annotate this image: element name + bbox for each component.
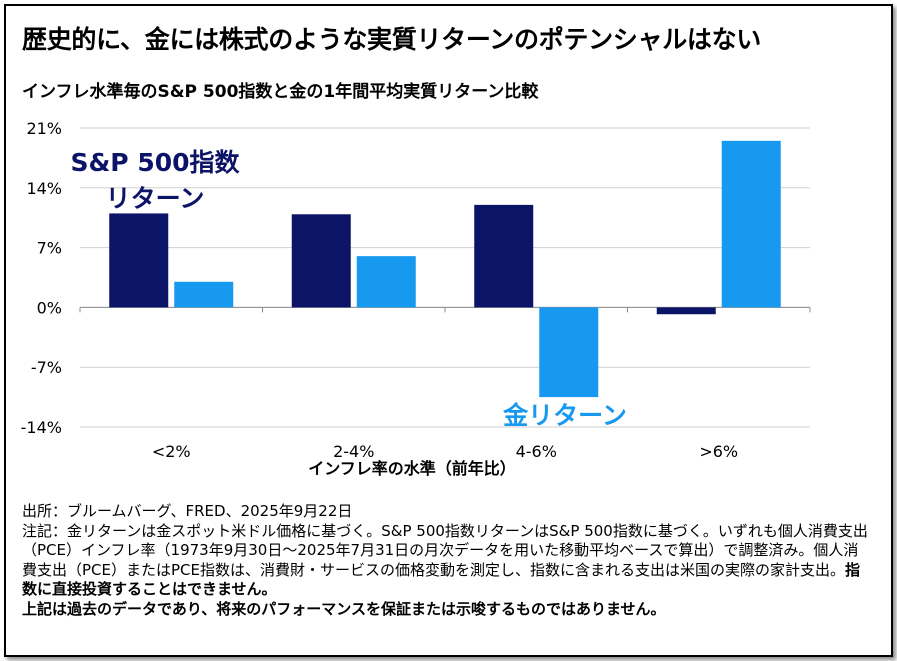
source-note: 出所：ブルームバーグ、FRED、2025年9月22日 <box>22 502 353 520</box>
y-tick-label: 14% <box>26 179 62 198</box>
gold-annotation: 金リターン <box>502 401 627 430</box>
notes-paragraph: 注記：金リターンは金スポット米ドル価格に基づく。S&P 500指数リターンはS&… <box>22 522 872 620</box>
y-tick-label: -7% <box>31 358 62 377</box>
chart-subtitle: インフレ水準毎のS&P 500指数と金の1年間平均実質リターン比較 <box>22 82 539 102</box>
y-tick-label: 0% <box>37 298 62 317</box>
sp500-bar <box>656 307 716 315</box>
x-tick-label: 2-4% <box>333 442 374 461</box>
gold-bar <box>356 256 416 308</box>
y-tick-label: 21% <box>26 119 62 138</box>
sp500-annotation-line2: リターン <box>106 184 205 213</box>
x-axis-label: インフレ率の水準（前年比） <box>308 459 516 478</box>
gold-bar <box>174 281 234 308</box>
footnotes: 出所：ブルームバーグ、FRED、2025年9月22日 注記：金リターンは金スポッ… <box>22 502 872 619</box>
x-tick-label: >6% <box>699 442 738 461</box>
sp500-annotation-line1: S&P 500指数 <box>70 148 240 177</box>
notes-bold-disclaimer-2: 上記は過去のデータであり、将来のパフォーマンスを保証または示唆するものではありま… <box>22 599 666 618</box>
x-tick-label: 4-6% <box>516 442 557 461</box>
y-tick-label: -14% <box>21 418 62 437</box>
chart-title: 歴史的に、金には株式のような実質リターンのポテンシャルはない <box>22 25 762 54</box>
bars <box>109 140 781 398</box>
tick-labels: 21% 14% 7% 0% -7% -14% <2% 2-4% 4-6% >6% <box>21 119 738 461</box>
y-tick-label: 7% <box>37 239 62 258</box>
gold-bar <box>721 140 781 308</box>
chart-frame <box>4 4 893 657</box>
sp500-bar <box>109 213 169 308</box>
notes-bold-disclaimer-1: 指数に直接投資することはできません。 <box>22 560 861 599</box>
sp500-bar <box>474 204 534 308</box>
notes-body: 注記：金リターンは金スポット米ドル価格に基づく。S&P 500指数リターンはS&… <box>22 521 868 579</box>
x-tick-label: <2% <box>152 442 191 461</box>
gold-bar <box>539 307 599 398</box>
sp500-bar <box>291 214 351 308</box>
